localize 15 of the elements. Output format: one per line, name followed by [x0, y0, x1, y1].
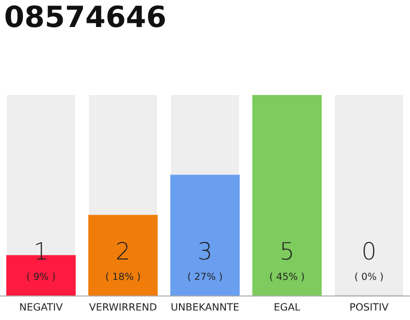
annotation: ( 0% ) — [355, 272, 383, 282]
data-label: 2 — [117, 242, 128, 260]
annotation: ( 45% ) — [270, 272, 304, 282]
x-tick-label: UNBEKANNTE — [172, 303, 239, 311]
annotation: ( 9% ) — [27, 272, 55, 282]
chart-title: 08574646 — [5, 5, 165, 28]
x-tick-label: EGAL — [274, 303, 300, 311]
x-tick-label: POSITIV — [350, 303, 388, 311]
data-label: 0 — [364, 242, 374, 260]
data-label: 5 — [282, 242, 292, 260]
x-tick-label: NEGATIV — [20, 303, 63, 311]
annotation: ( 27% ) — [188, 272, 222, 282]
annotation: ( 18% ) — [106, 272, 140, 282]
data-label: 3 — [199, 242, 210, 260]
x-tick-label: VERWIRREND — [89, 303, 156, 311]
